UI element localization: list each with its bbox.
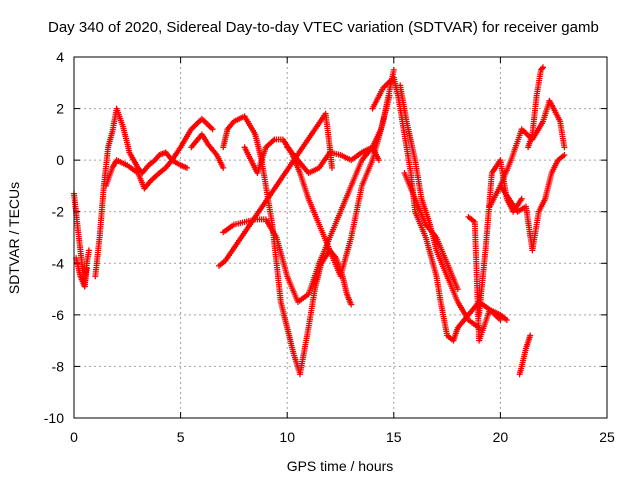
series-markers xyxy=(369,74,510,344)
series-arc-17 xyxy=(516,332,534,378)
series-markers xyxy=(465,213,504,344)
y-tick-label: -2 xyxy=(52,204,65,220)
series-markers xyxy=(497,152,568,254)
series-markers xyxy=(73,247,92,290)
y-tick-label: -6 xyxy=(52,307,65,323)
y-tick-label: 4 xyxy=(56,49,64,65)
series-arc-3 xyxy=(92,105,190,280)
series-markers xyxy=(216,110,335,269)
y-tick-label: 2 xyxy=(56,101,64,117)
series-arc-12 xyxy=(401,170,461,293)
x-tick-label: 20 xyxy=(493,429,509,445)
y-tick-label: -10 xyxy=(44,410,64,426)
series-arc-2 xyxy=(73,247,92,290)
series-arc-19 xyxy=(216,110,335,269)
y-tick-label: -8 xyxy=(52,358,65,374)
chart-title: Day 340 of 2020, Sidereal Day-to-day VTE… xyxy=(48,19,599,36)
series-arc-10 xyxy=(369,74,510,344)
series-arc-4 xyxy=(103,115,216,192)
series-arc-15 xyxy=(525,64,546,151)
x-tick-label: 15 xyxy=(386,429,402,445)
series-markers xyxy=(188,131,227,171)
series-arc-14 xyxy=(486,97,568,210)
series-markers xyxy=(525,64,546,151)
series-arc-5 xyxy=(188,131,227,171)
x-axis-label: GPS time / hours xyxy=(287,458,394,474)
series-arc-16 xyxy=(497,152,568,254)
y-tick-label: -4 xyxy=(52,255,65,271)
y-axis-label: SDTVAR / TECUs xyxy=(6,182,22,294)
series-markers xyxy=(397,82,483,331)
plot-frame xyxy=(73,56,608,419)
series-arc-18 xyxy=(465,213,504,344)
data-marks xyxy=(71,64,568,378)
series-arc-11 xyxy=(397,82,483,331)
x-tick-label: 10 xyxy=(279,429,295,445)
series-markers xyxy=(486,97,568,210)
series-markers xyxy=(401,170,461,293)
grid xyxy=(74,57,607,418)
series-markers xyxy=(103,115,216,192)
y-tick-label: 0 xyxy=(56,152,64,168)
x-tick-label: 5 xyxy=(177,429,185,445)
x-tick-label: 0 xyxy=(70,429,78,445)
series-markers xyxy=(516,332,534,378)
series-markers xyxy=(92,105,190,280)
x-tick-label: 25 xyxy=(599,429,615,445)
